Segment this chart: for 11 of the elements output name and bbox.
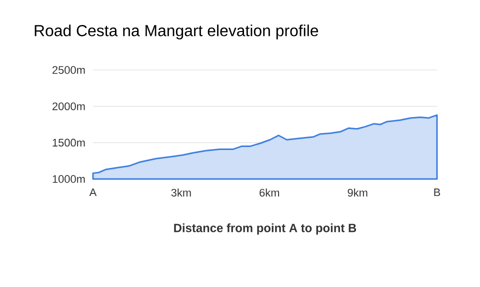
x-tick-label: A — [89, 188, 97, 196]
x-axis-title: Distance from point A to point B — [174, 223, 356, 235]
y-tick-label: 1000m — [52, 175, 85, 183]
y-tick-label: 2500m — [52, 66, 85, 74]
x-tick-label: 9km — [348, 188, 368, 197]
x-tick-label: B — [434, 188, 440, 196]
x-tick-label: 3km — [171, 188, 191, 197]
chart-title: Road Cesta na Mangart elevation profile — [34, 24, 318, 40]
x-tick-label: 6km — [260, 188, 280, 197]
y-tick-label: 2000m — [52, 102, 85, 110]
y-tick-label: 1500m — [52, 138, 85, 147]
